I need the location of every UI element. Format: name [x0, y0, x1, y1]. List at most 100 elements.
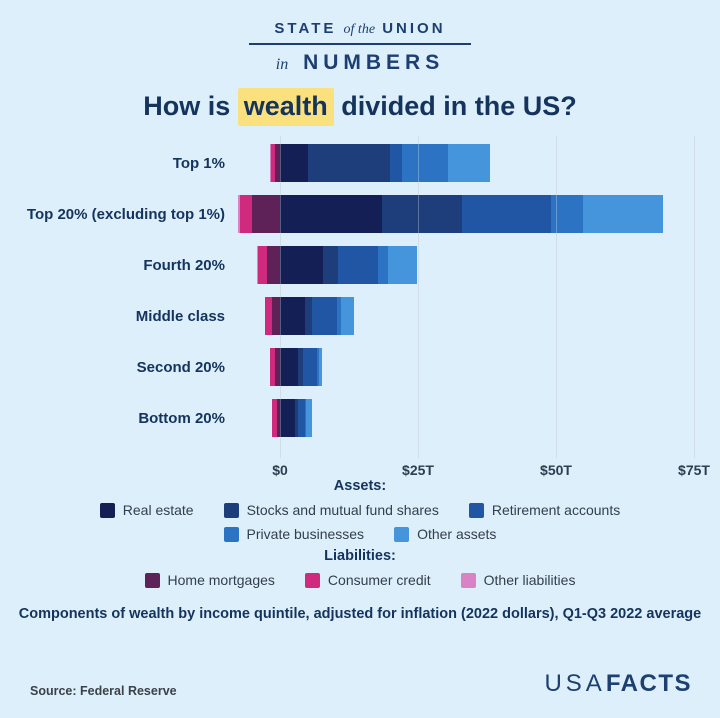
chart-legend: Assets: Real estate Stocks and mutual fun…: [0, 478, 720, 588]
bar-segment: [316, 348, 319, 386]
legend-item: Real estate: [99, 502, 194, 518]
state-of-the-union-logo: STATE of the UNION in NUMBERS: [0, 0, 720, 75]
logo-line2: in NUMBERS: [0, 51, 720, 75]
usafacts-logo-usa: USA: [544, 670, 606, 697]
bar-segment: [275, 348, 280, 386]
bar-canvas: [232, 189, 720, 240]
legend-swatch: [223, 502, 239, 518]
footer-bar: Source: Federal Reserve USAFACTS: [30, 670, 692, 698]
legend-label: Home mortgages: [167, 572, 275, 588]
legend-item: Home mortgages: [144, 572, 275, 588]
bar-segment: [304, 297, 312, 335]
bar-segment: [305, 399, 313, 437]
page-title: How is wealth divided in the US?: [0, 88, 720, 126]
bar-segment: [269, 348, 271, 386]
bar-segment: [279, 297, 305, 335]
legend-swatch: [304, 572, 320, 588]
chart-row: Fourth 20%: [0, 240, 720, 291]
bar-segment: [303, 348, 317, 386]
bar-segment: [401, 144, 448, 182]
bar-segment: [279, 348, 299, 386]
legend-item: Other liabilities: [460, 572, 576, 588]
logo-of-the: of the: [343, 22, 376, 37]
chart-row: Bottom 20%: [0, 393, 720, 444]
bar-canvas: [232, 342, 720, 393]
category-label: Top 20% (excluding top 1%): [26, 206, 225, 223]
x-axis-tick-label: $0: [272, 462, 288, 478]
legend-liabilities-row: Home mortgages Consumer credit Other liabi…: [0, 572, 720, 588]
logo-line1: STATE of the UNION: [0, 20, 720, 38]
legend-swatch: [99, 502, 115, 518]
bar-segment: [279, 144, 309, 182]
bar-segment: [275, 144, 280, 182]
bar-segment: [256, 246, 258, 284]
legend-label: Other assets: [417, 526, 497, 542]
legend-swatch: [460, 572, 476, 588]
bar-segment: [550, 195, 583, 233]
bar-segment: [311, 297, 337, 335]
category-label: Bottom 20%: [138, 410, 225, 427]
legend-label: Stocks and mutual fund shares: [246, 502, 439, 518]
legend-label: Private businesses: [246, 526, 365, 542]
bar-segment: [277, 399, 280, 437]
legend-swatch: [223, 526, 239, 542]
legend-item: Retirement accounts: [468, 502, 621, 518]
bar-segment: [308, 144, 390, 182]
bar-segment: [340, 297, 355, 335]
stacked-bar: [264, 297, 355, 335]
bar-segment: [251, 195, 280, 233]
chart-row: Top 20% (excluding top 1%): [0, 189, 720, 240]
bar-segment: [382, 195, 463, 233]
bar-segment: [271, 144, 276, 182]
legend-swatch: [468, 502, 484, 518]
title-highlighted-word: wealth: [237, 88, 334, 126]
legend-assets-row-2: Private businesses Other assets: [0, 526, 720, 542]
bar-segment: [264, 297, 266, 335]
bar-segment: [266, 246, 280, 284]
bar-segment: [238, 195, 240, 233]
bar-canvas: [232, 291, 720, 342]
category-label: Fourth 20%: [143, 257, 225, 274]
bar-canvas: [232, 138, 720, 189]
bar-segment: [279, 399, 295, 437]
legend-swatch: [394, 526, 410, 542]
usafacts-logo-facts: FACTS: [605, 670, 692, 697]
legend-assets-heading: Assets:: [333, 478, 387, 494]
bar-segment: [272, 297, 280, 335]
stacked-bar: [270, 144, 490, 182]
bar-segment: [337, 246, 378, 284]
bar-segment: [298, 348, 304, 386]
bar-segment: [265, 297, 273, 335]
x-axis-tick-label: $75T: [678, 462, 710, 478]
bar-segment: [336, 297, 341, 335]
bar-segment: [272, 399, 278, 437]
bar-segment: [239, 195, 252, 233]
legend-label: Real estate: [122, 502, 194, 518]
legend-label: Other liabilities: [483, 572, 576, 588]
bar-segment: [270, 348, 275, 386]
bar-canvas: [232, 393, 720, 444]
chart-row: Second 20%: [0, 342, 720, 393]
category-label: Middle class: [135, 308, 225, 325]
logo-in: in: [275, 56, 289, 73]
x-axis: $0 $25T $50T $75T: [232, 456, 710, 480]
bar-segment: [387, 246, 417, 284]
bar-segment: [279, 195, 383, 233]
stacked-bar: [269, 348, 323, 386]
legend-assets-row-1: Real estate Stocks and mutual fund shares…: [0, 502, 720, 518]
category-label: Top 1%: [172, 155, 225, 172]
legend-label: Retirement accounts: [491, 502, 621, 518]
legend-item: Other assets: [394, 526, 496, 542]
chart-rows: Top 1% Top 20% (excluding top 1%) Fourth 2…: [0, 138, 720, 444]
bar-canvas: [232, 240, 720, 291]
bar-segment: [297, 399, 305, 437]
bar-segment: [318, 348, 323, 386]
legend-label: Consumer credit: [327, 572, 431, 588]
category-label: Second 20%: [136, 359, 225, 376]
chart-row: Top 1%: [0, 138, 720, 189]
chart-row: Middle class: [0, 291, 720, 342]
bar-segment: [294, 399, 298, 437]
logo-divider-line: [249, 43, 471, 45]
bar-segment: [257, 246, 267, 284]
title-suffix: divided in the US?: [341, 91, 577, 121]
